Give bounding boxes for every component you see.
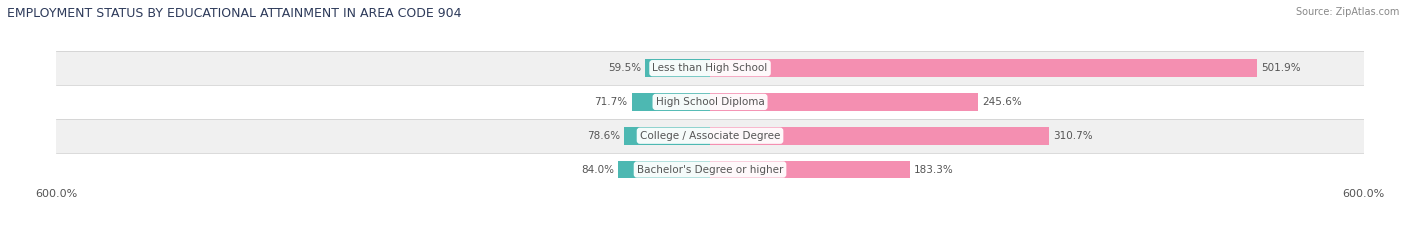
Text: 59.5%: 59.5%	[607, 63, 641, 73]
Text: EMPLOYMENT STATUS BY EDUCATIONAL ATTAINMENT IN AREA CODE 904: EMPLOYMENT STATUS BY EDUCATIONAL ATTAINM…	[7, 7, 461, 20]
Text: 183.3%: 183.3%	[914, 164, 953, 175]
Bar	[710, 127, 1049, 144]
Text: Source: ZipAtlas.com: Source: ZipAtlas.com	[1295, 7, 1399, 17]
Bar	[56, 153, 1364, 186]
Text: 84.0%: 84.0%	[581, 164, 614, 175]
Text: 71.7%: 71.7%	[595, 97, 627, 107]
Bar	[56, 119, 1364, 153]
Bar	[56, 85, 1364, 119]
Bar	[56, 51, 1364, 85]
Text: 78.6%: 78.6%	[586, 131, 620, 141]
Text: Bachelor's Degree or higher: Bachelor's Degree or higher	[637, 164, 783, 175]
Bar	[631, 93, 710, 111]
Text: 310.7%: 310.7%	[1053, 131, 1092, 141]
Bar	[645, 59, 710, 77]
Bar	[619, 161, 710, 178]
Text: Less than High School: Less than High School	[652, 63, 768, 73]
Bar	[710, 93, 977, 111]
Text: 501.9%: 501.9%	[1261, 63, 1301, 73]
Text: High School Diploma: High School Diploma	[655, 97, 765, 107]
Bar	[710, 59, 1257, 77]
Bar	[624, 127, 710, 144]
Bar	[710, 161, 910, 178]
Text: 245.6%: 245.6%	[981, 97, 1022, 107]
Text: College / Associate Degree: College / Associate Degree	[640, 131, 780, 141]
